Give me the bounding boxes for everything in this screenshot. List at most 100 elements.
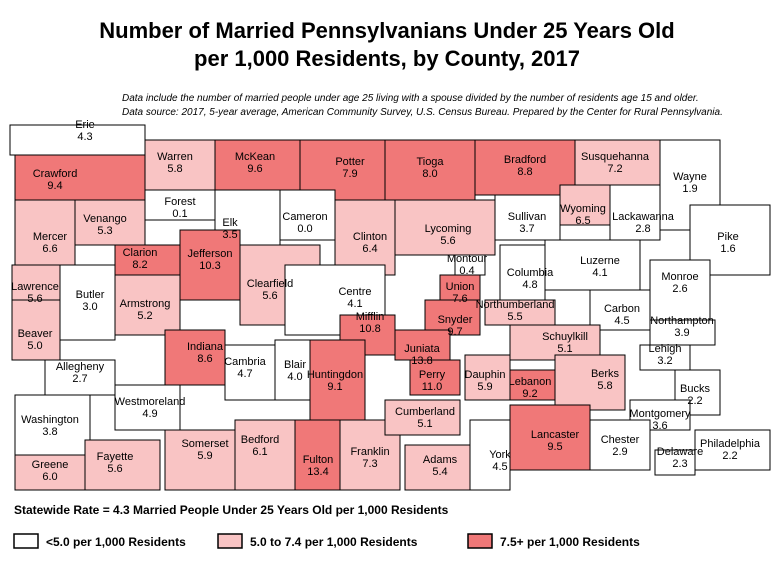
legend-label: 5.0 to 7.4 per 1,000 Residents (250, 535, 418, 549)
county-value: 6.6 (42, 243, 57, 255)
county-value: 7.2 (607, 163, 622, 175)
county-name: Northumberland (476, 299, 555, 311)
county-value: 3.0 (82, 301, 97, 313)
county-value: 5.4 (432, 466, 447, 478)
county-name: Greene (32, 459, 69, 471)
legend-swatch (467, 533, 493, 549)
county-name: Mifflin (356, 311, 385, 323)
county-shape (639, 344, 691, 371)
county-value: 2.7 (72, 373, 87, 385)
county-value: 4.9 (142, 408, 157, 420)
county-value: 2.2 (687, 395, 702, 407)
county-value: 3.8 (42, 426, 57, 438)
county-name: McKean (235, 151, 275, 163)
county-shape (384, 139, 476, 201)
county-name: Elk (222, 217, 238, 229)
county-name: Clearfield (247, 278, 293, 290)
county-value: 5.2 (137, 310, 152, 322)
county-value: 2.9 (612, 446, 627, 458)
county-shape (309, 339, 366, 421)
county-name: Forest (164, 196, 195, 208)
county-value: 5.3 (97, 225, 112, 237)
county-shape (224, 344, 276, 401)
county-shape (144, 189, 216, 221)
county-name: Lycoming (425, 223, 472, 235)
county-value: 2.3 (672, 458, 687, 470)
legend-swatch (13, 533, 39, 549)
county-name: Bedford (241, 434, 280, 446)
county-shape (179, 229, 241, 301)
county-shape (279, 189, 336, 241)
county-name: Mercer (33, 231, 68, 243)
county-shape (404, 444, 471, 491)
county-value: 1.6 (720, 243, 735, 255)
county-value: 3.5 (222, 229, 237, 241)
county-value: 4.5 (492, 461, 507, 473)
county-shape (114, 274, 181, 336)
county-value: 5.8 (167, 163, 182, 175)
county-shape (589, 289, 651, 331)
county-value: 6.5 (575, 215, 590, 227)
county-name: Tioga (416, 156, 444, 168)
county-shape (14, 394, 91, 456)
county-shape (144, 139, 216, 191)
county-name: Franklin (350, 446, 389, 458)
county-shape (464, 354, 511, 401)
county-name: Snyder (438, 314, 473, 326)
county-shape (509, 369, 556, 401)
county-value: 0.0 (297, 223, 312, 235)
county-shape (214, 139, 301, 191)
county-value: 2.6 (672, 283, 687, 295)
county-shape (424, 299, 481, 336)
county-name: Crawford (33, 168, 78, 180)
county-value: 3.9 (674, 327, 689, 339)
county-shape (409, 359, 461, 396)
county-shape (574, 139, 661, 186)
county-shape (234, 419, 296, 491)
county-shape (609, 184, 661, 241)
county-name: Blair (284, 359, 306, 371)
county-name: Delaware (657, 446, 703, 458)
county-value: 7.9 (342, 168, 357, 180)
county-name: Venango (83, 213, 126, 225)
county-value: 4.8 (522, 279, 537, 291)
county-shape (559, 184, 611, 226)
county-name: Schuylkill (542, 331, 588, 343)
county-name: Montour (447, 253, 488, 265)
county-value: 4.0 (287, 371, 302, 383)
county-value: 5.9 (197, 450, 212, 462)
county-name: Allegheny (56, 361, 105, 373)
county-name: Monroe (661, 271, 698, 283)
county-value: 8.8 (517, 166, 532, 178)
county-name: Fulton (303, 454, 334, 466)
county-value: 5.5 (507, 311, 522, 323)
county-name: Huntingdon (307, 369, 363, 381)
county-value: 5.6 (107, 463, 122, 475)
county-name: Adams (423, 454, 458, 466)
legend: <5.0 per 1,000 Residents 5.0 to 7.4 per 1… (13, 533, 640, 549)
county-name: Montgomery (629, 408, 691, 420)
county-name: Columbia (507, 267, 554, 279)
county-name: Berks (591, 368, 620, 380)
county-shape (649, 259, 711, 321)
county-name: Somerset (181, 438, 228, 450)
county-name: Armstrong (120, 298, 171, 310)
county-name: Pike (717, 231, 738, 243)
county-shape (394, 199, 496, 256)
county-shape (469, 419, 511, 491)
county-shape (544, 239, 641, 291)
county-name: Susquehanna (581, 151, 650, 163)
county-value: 4.7 (237, 368, 252, 380)
county-name: Juniata (404, 343, 440, 355)
county-value: 3.7 (519, 223, 534, 235)
county-value: 4.5 (614, 315, 629, 327)
county-name: Warren (157, 151, 193, 163)
county-value: 9.5 (547, 441, 562, 453)
county-name: Lebanon (509, 376, 552, 388)
county-name: Centre (338, 286, 371, 298)
county-name: Wayne (673, 171, 707, 183)
county-value: 4.3 (77, 131, 92, 143)
county-shape (9, 124, 146, 156)
county-value: 13.8 (411, 355, 432, 367)
